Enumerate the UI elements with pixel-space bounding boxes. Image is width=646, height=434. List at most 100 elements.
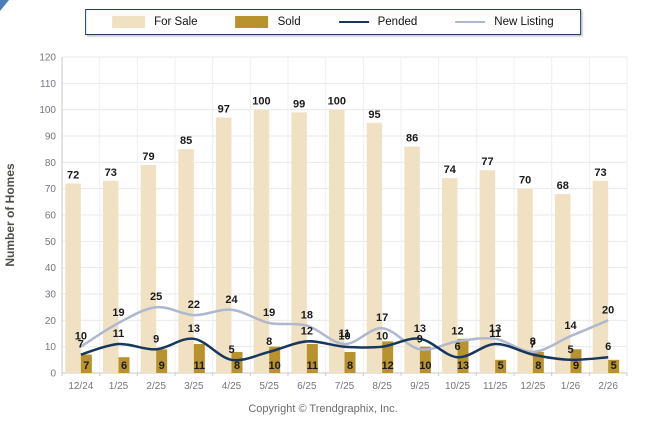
legend-swatch-bar (235, 16, 269, 28)
copyright-footer: Copyright © Trendgraphix, Inc. (248, 403, 398, 415)
label-for-sale: 85 (180, 135, 192, 147)
label-pended: 12 (301, 325, 313, 337)
x-tick-label: 2/26 (598, 381, 618, 392)
label-pended: 11 (113, 328, 125, 340)
label-sold: 13 (457, 360, 469, 372)
label-new-listing: 22 (188, 299, 200, 311)
label-new-listing: 9 (417, 333, 423, 345)
bar-for-sale (555, 193, 571, 373)
label-new-listing: 20 (602, 304, 614, 316)
bar-sold (118, 357, 130, 373)
label-sold: 8 (347, 360, 353, 372)
label-for-sale: 100 (328, 96, 346, 108)
y-tick-label: 10 (45, 342, 57, 353)
label-for-sale: 70 (519, 175, 531, 187)
y-tick-label: 50 (45, 237, 57, 248)
legend-label: Pended (377, 16, 418, 28)
label-pended: 10 (338, 331, 350, 343)
y-tick-label: 40 (45, 263, 57, 274)
x-tick-label: 1/26 (561, 381, 581, 392)
label-for-sale: 97 (218, 104, 230, 116)
label-for-sale: 99 (293, 98, 305, 110)
label-new-listing: 12 (451, 325, 463, 337)
legend-label: Sold (277, 16, 301, 28)
label-pended: 10 (376, 331, 388, 343)
legend-swatch-line (338, 21, 369, 23)
x-tick-label: 7/25 (335, 381, 355, 392)
line-pended (80, 337, 609, 362)
label-pended: 9 (153, 333, 159, 345)
label-for-sale: 74 (444, 164, 457, 176)
y-tick-label: 120 (39, 53, 56, 64)
label-pended: 8 (266, 336, 272, 348)
bar-sold (419, 346, 431, 373)
bar-sold (344, 351, 356, 373)
y-tick-label: 80 (45, 158, 57, 169)
label-sold: 11 (307, 360, 319, 372)
bar-sold (80, 354, 92, 373)
bar-sold (570, 349, 582, 373)
label-pended: 13 (414, 323, 426, 335)
label-for-sale: 95 (368, 109, 380, 121)
label-sold: 10 (269, 360, 281, 372)
label-new-listing: 8 (530, 336, 536, 348)
x-tick-label: 6/25 (297, 381, 317, 392)
label-for-sale: 72 (67, 169, 79, 181)
label-pended: 6 (605, 341, 611, 353)
bar-for-sale (140, 164, 157, 373)
label-sold: 6 (121, 360, 127, 372)
label-pended: 5 (228, 344, 234, 356)
label-new-listing: 14 (564, 320, 577, 332)
label-sold: 5 (498, 360, 504, 372)
bar-sold (608, 359, 620, 373)
bar-sold (495, 359, 507, 373)
label-for-sale: 100 (252, 96, 270, 108)
bar-for-sale (329, 109, 345, 374)
y-axis-title: Number of Homes (3, 163, 17, 267)
x-tick-label: 5/25 (259, 381, 279, 392)
label-pended: 5 (567, 344, 573, 356)
bar-for-sale (517, 188, 533, 373)
label-sold: 8 (535, 360, 541, 372)
bar-for-sale (291, 112, 307, 374)
x-tick-label: 4/25 (222, 381, 242, 392)
label-new-listing: 18 (301, 310, 313, 322)
bar-sold (269, 346, 281, 373)
legend-item-sold: Sold (235, 16, 301, 28)
label-for-sale: 68 (557, 180, 569, 192)
y-tick-label: 30 (45, 290, 57, 301)
label-sold: 12 (382, 360, 394, 372)
label-for-sale: 77 (481, 156, 493, 168)
label-pended: 7 (530, 339, 536, 351)
label-new-listing: 25 (150, 291, 162, 303)
label-new-listing: 17 (376, 312, 388, 324)
y-tick-label: 70 (45, 184, 57, 195)
legend-label: For Sale (154, 16, 198, 28)
bar-for-sale (178, 149, 194, 373)
label-for-sale: 86 (406, 133, 418, 145)
bar-sold (532, 351, 544, 373)
label-sold: 9 (159, 360, 165, 372)
x-tick-label: 8/25 (372, 381, 392, 392)
y-tick-label: 100 (39, 105, 56, 116)
label-pended: 11 (489, 328, 501, 340)
x-tick-label: 9/25 (410, 381, 430, 392)
label-sold: 8 (234, 360, 240, 372)
label-new-listing: 11 (339, 328, 351, 340)
label-sold: 5 (611, 360, 617, 372)
x-tick-label: 12/25 (520, 381, 545, 392)
bar-for-sale (404, 146, 420, 373)
y-tick-label: 90 (45, 132, 57, 143)
bar-for-sale (216, 117, 232, 373)
legend-label: New Listing (494, 16, 554, 28)
bar-for-sale (65, 183, 81, 373)
label-sold: 7 (83, 360, 89, 372)
bar-sold (382, 341, 394, 373)
label-pended: 13 (188, 323, 200, 335)
x-tick-label: 1/25 (109, 381, 129, 392)
label-sold: 10 (419, 360, 431, 372)
bar-for-sale (253, 109, 270, 374)
label-new-listing: 24 (225, 294, 238, 306)
label-pended: 6 (454, 341, 460, 353)
